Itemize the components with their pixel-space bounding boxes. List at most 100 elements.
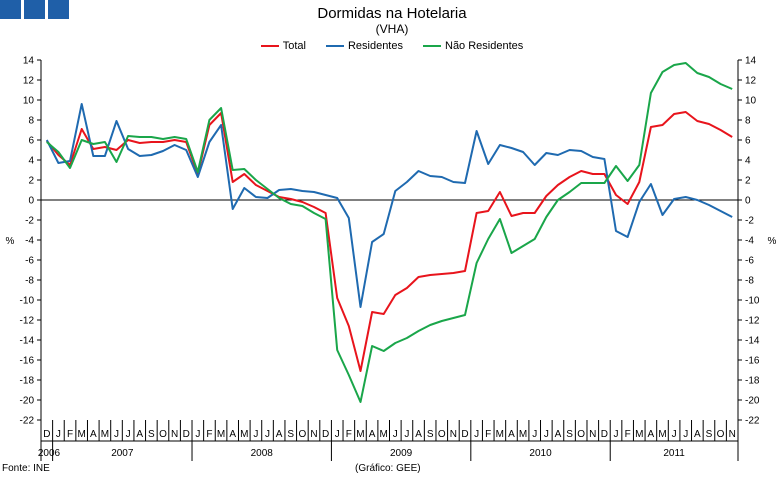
y-tick-label-right: -10 bbox=[745, 296, 760, 307]
y-tick-label-left: -10 bbox=[20, 296, 35, 307]
month-label: J bbox=[532, 429, 537, 440]
month-label: M bbox=[101, 429, 109, 440]
legend-item-total: Total bbox=[260, 40, 306, 52]
y-tick-label-left: -14 bbox=[20, 336, 35, 347]
month-label: J bbox=[393, 429, 398, 440]
month-label: M bbox=[635, 429, 643, 440]
y-tick-label-right: -8 bbox=[745, 276, 754, 287]
month-label: N bbox=[450, 429, 457, 440]
y-tick-label-right: 8 bbox=[745, 116, 751, 127]
month-label: A bbox=[648, 429, 655, 440]
month-label: J bbox=[683, 429, 688, 440]
y-axis-title-right: % bbox=[768, 236, 777, 247]
month-label: D bbox=[43, 429, 50, 440]
series-line-nao-residentes bbox=[46, 62, 733, 403]
month-label: A bbox=[136, 429, 143, 440]
month-label: S bbox=[148, 429, 155, 440]
month-label: O bbox=[577, 429, 585, 440]
month-label: A bbox=[555, 429, 562, 440]
y-tick-label-right: 10 bbox=[745, 96, 757, 107]
month-label: A bbox=[694, 429, 701, 440]
month-label: N bbox=[310, 429, 317, 440]
month-label: M bbox=[658, 429, 666, 440]
y-axis-title-left: % bbox=[6, 236, 15, 247]
month-label: F bbox=[625, 429, 631, 440]
month-label: M bbox=[240, 429, 248, 440]
month-label: M bbox=[356, 429, 364, 440]
logo-block-1 bbox=[0, 0, 21, 19]
y-tick-label-left: 2 bbox=[28, 176, 34, 187]
month-label: M bbox=[217, 429, 225, 440]
y-tick-label-left: -12 bbox=[20, 316, 35, 327]
y-tick-label-left: -22 bbox=[20, 416, 35, 427]
month-label: O bbox=[159, 429, 167, 440]
month-label: F bbox=[346, 429, 352, 440]
y-tick-label-left: -4 bbox=[25, 236, 34, 247]
y-tick-label-right: 0 bbox=[745, 196, 751, 207]
month-label: J bbox=[474, 429, 479, 440]
month-label: J bbox=[672, 429, 677, 440]
y-tick-label-right: -14 bbox=[745, 336, 760, 347]
y-tick-label-right: -6 bbox=[745, 256, 754, 267]
month-label: A bbox=[415, 429, 422, 440]
y-tick-label-left: 8 bbox=[28, 116, 34, 127]
legend-item-residentes: Residentes bbox=[325, 40, 403, 52]
y-tick-label-left: 6 bbox=[28, 136, 34, 147]
legend-swatch-residentes bbox=[325, 45, 344, 47]
month-label: N bbox=[171, 429, 178, 440]
chart-subtitle: (VHA) bbox=[375, 22, 409, 36]
month-label: S bbox=[427, 429, 434, 440]
y-tick-label-left: 10 bbox=[23, 96, 35, 107]
month-label: F bbox=[206, 429, 212, 440]
month-label: J bbox=[614, 429, 619, 440]
y-tick-label-right: -22 bbox=[745, 416, 760, 427]
year-label: 2011 bbox=[663, 448, 685, 459]
y-tick-label-left: 4 bbox=[28, 156, 34, 167]
series-line-total bbox=[46, 111, 733, 372]
y-tick-label-left: -6 bbox=[25, 256, 34, 267]
year-label: 2009 bbox=[390, 448, 413, 459]
month-label: M bbox=[77, 429, 85, 440]
month-label: A bbox=[229, 429, 236, 440]
month-label: O bbox=[438, 429, 446, 440]
legend: Total Residentes Não Residentes bbox=[0, 40, 784, 52]
y-tick-label-left: 14 bbox=[23, 56, 35, 67]
y-tick-label-right: -12 bbox=[745, 316, 760, 327]
legend-swatch-total bbox=[260, 45, 279, 47]
month-label: M bbox=[519, 429, 527, 440]
month-label: M bbox=[496, 429, 504, 440]
month-label: A bbox=[369, 429, 376, 440]
y-tick-label-left: -16 bbox=[20, 356, 35, 367]
y-tick-label-left: -20 bbox=[20, 396, 35, 407]
y-tick-label-right: 12 bbox=[745, 76, 757, 87]
y-tick-label-left: -8 bbox=[25, 276, 34, 287]
legend-label-total: Total bbox=[282, 40, 306, 52]
month-label: J bbox=[253, 429, 258, 440]
series-line-residentes bbox=[45, 103, 733, 308]
month-label: O bbox=[298, 429, 306, 440]
y-tick-label-left: 12 bbox=[23, 76, 35, 87]
legend-label-residentes: Residentes bbox=[347, 40, 403, 52]
logo-block-2 bbox=[24, 0, 45, 19]
y-tick-label-right: -4 bbox=[745, 236, 754, 247]
y-tick-label-right: 6 bbox=[745, 136, 751, 147]
y-tick-label-left: -18 bbox=[20, 376, 35, 387]
month-label: J bbox=[195, 429, 200, 440]
month-label: A bbox=[90, 429, 97, 440]
y-tick-label-right: 4 bbox=[745, 156, 751, 167]
month-label: J bbox=[265, 429, 270, 440]
year-label: 2008 bbox=[251, 448, 274, 459]
month-label: J bbox=[544, 429, 549, 440]
year-label: 2010 bbox=[529, 448, 552, 459]
month-label: M bbox=[380, 429, 388, 440]
month-label: J bbox=[335, 429, 340, 440]
y-tick-label-right: 14 bbox=[745, 56, 757, 67]
y-tick-label-right: -18 bbox=[745, 376, 760, 387]
credit-note: (Gráfico: GEE) bbox=[355, 463, 421, 474]
chart-title: Dormidas na Hotelaria bbox=[317, 5, 467, 22]
y-tick-label-left: -2 bbox=[25, 216, 34, 227]
month-label: J bbox=[126, 429, 131, 440]
source-note: Fonte: INE bbox=[2, 463, 50, 474]
month-label: N bbox=[729, 429, 736, 440]
month-label: D bbox=[601, 429, 608, 440]
